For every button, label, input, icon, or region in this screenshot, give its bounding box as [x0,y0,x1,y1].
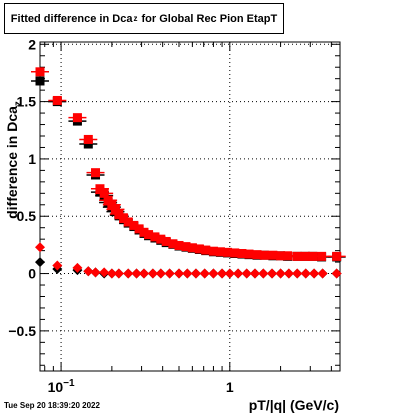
data-point-diamond [83,266,94,277]
data-point-square [168,239,178,249]
data-point-diamond [35,257,45,268]
data-point-square [283,251,293,261]
data-point-diamond [249,268,260,279]
axis-ticks [40,42,340,371]
data-point-square [194,244,204,254]
data-point-diamond [35,242,45,253]
data-point-square [72,113,82,123]
data-point-diamond [275,268,286,279]
chart-title-suffix: for Global Rec Pion EtapT [141,12,278,25]
data-point-diamond [90,267,101,278]
data-point-square [129,220,139,230]
data-point-square [134,224,144,234]
data-point-diamond [155,268,166,279]
data-point-square [139,227,149,237]
grid-lines [40,42,340,371]
data-point-square [187,243,197,253]
data-point-square [83,139,93,149]
data-point-square [332,251,342,261]
y-tick-label: 1 [28,151,36,167]
x-tick-label: 10−1 [48,378,75,395]
data-point-diamond [331,268,342,279]
data-point-square [201,245,211,255]
chart-title-subscript: z [133,14,138,23]
chart-title-prefix: Fitted difference in Dca [10,12,133,25]
data-point-diamond [208,268,219,279]
data-point-diamond [199,268,210,279]
axis-labels: −0.5 0 0.5 1 1.5 2 10−1 1 [8,36,234,395]
data-point-diamond [317,268,328,279]
data-point-diamond [182,268,193,279]
y-tick-label: 0.5 [17,208,37,224]
data-point-square [123,217,133,227]
data-point-diamond [267,268,278,279]
data-point-diamond [113,268,124,279]
data-point-diamond [224,268,235,279]
data-point-diamond [138,268,149,279]
data-point-diamond [147,268,158,279]
y-tick-label: 0 [28,266,36,282]
data-point-diamond [123,268,134,279]
data-point-square [144,230,154,240]
data-point-diamond [131,268,142,279]
data-point-square [119,214,129,224]
data-point-diamond [174,268,185,279]
y-axis-label: difference in Dcaz [4,101,24,219]
data-point-diamond [99,267,110,278]
data-point-square [95,184,105,194]
data-point-diamond [106,268,117,279]
x-axis-label: pT/|q| (GeV/c) [249,397,339,413]
data-point-square [181,242,191,252]
data-point-diamond [309,268,320,279]
data-point-square [35,67,45,77]
data-point-square [52,95,62,105]
data-point-diamond [72,262,83,273]
y-axis-label-subscript: z [13,101,24,106]
data-point-square [114,209,124,219]
data-point-diamond [292,268,303,279]
data-point-diamond [241,268,252,279]
data-point-diamond [233,268,244,279]
data-point-square [107,200,117,210]
data-point-diamond [190,268,201,279]
timestamp: Tue Sep 20 18:39:20 2022 [4,401,100,410]
data-point-square [91,168,101,178]
data-point-diamond [217,268,228,279]
y-tick-label: 1.5 [17,94,37,110]
data-point-diamond [258,268,269,279]
plot-frame [39,41,341,372]
data-point-square [150,232,160,242]
data-point-square [83,134,93,144]
data-point-square [317,251,327,261]
data-point-square [156,234,166,244]
y-axis-label-main: difference in Dca [4,106,20,219]
chart-title-box: Fitted difference in Dca z for Global Rec… [4,3,284,34]
data-point-diamond [283,268,294,279]
data-point-square [110,204,120,214]
data-point-diamond [52,260,63,271]
y-tick-label: 2 [28,36,36,52]
y-tick-label: −0.5 [8,323,36,339]
x-tick-label: 1 [226,379,234,395]
data-point-square [99,188,109,198]
data-marks [31,67,346,279]
data-point-diamond [164,268,175,279]
data-point-square [35,76,45,86]
data-point-square [174,240,184,250]
data-point-square [161,236,171,246]
data-point-square [103,195,113,205]
data-point-diamond [300,268,311,279]
